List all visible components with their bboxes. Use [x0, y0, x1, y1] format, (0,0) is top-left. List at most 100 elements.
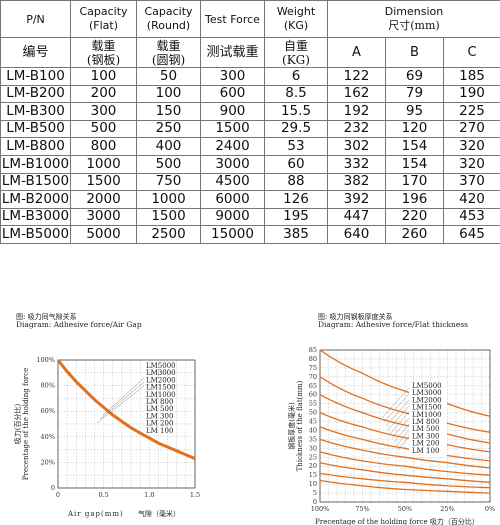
y-tick-label: 100% [36, 356, 55, 364]
cell-pn: LM-B800 [0, 137, 71, 156]
cell-weight: 385 [264, 225, 328, 244]
legend-leader [381, 387, 410, 419]
legend-label: LM 800 [146, 398, 173, 406]
cell-round: 1500 [136, 207, 201, 227]
series-line [319, 472, 491, 489]
series-line [319, 376, 491, 433]
cell-weight: 8.5 [264, 84, 328, 104]
legend-label: LM5000 [146, 362, 176, 370]
cell-flat: 2000 [70, 190, 137, 209]
left-chart: 0 20% 40% 60% 80% 100% 0 0.5 1.0 1.5 LM5000 LM3000 L… [0, 330, 225, 525]
y-tick-label: 35 [309, 435, 317, 443]
y-tick-label: 0 [51, 484, 55, 492]
legend-label: LM 500 [146, 405, 173, 413]
series-line [319, 479, 491, 494]
series-line [319, 412, 491, 453]
cell-test: 15000 [200, 225, 265, 244]
cell-round: 500 [136, 154, 201, 174]
cell-a: 162 [327, 84, 386, 104]
y-tick-label: 40 [309, 426, 317, 434]
legend-label: LM5000 [412, 382, 442, 390]
series-line [56, 359, 196, 460]
cell-b: 154 [385, 137, 444, 156]
cell-test: 900 [200, 102, 265, 121]
y-axis-label-en: Precentage of the holding force [22, 368, 30, 480]
cell-a: 382 [327, 172, 386, 192]
y-tick-label: 40% [41, 433, 55, 441]
left-caption-en: Diagram: Adhesive force/Air Gap [16, 320, 142, 329]
cell-round: 750 [136, 172, 201, 192]
y-tick-label: 60% [41, 407, 55, 415]
right-caption-en: Diagram: Adhesive force/Flat thickness [318, 320, 469, 329]
header-row: P/N Capacity (Flat) Capacity (Round) Test … [0, 0, 500, 38]
cell-a: 392 [327, 190, 386, 209]
cell-c: 320 [443, 137, 500, 156]
y-tick-label: 80% [41, 382, 55, 390]
legend-label: LM2000 [146, 376, 176, 384]
plot-frame [57, 359, 196, 489]
cell-pn: LM-B200 [0, 84, 71, 104]
cell-a: 640 [327, 225, 386, 244]
cell-pn: LM-B3000 [0, 207, 71, 227]
cell-a: 302 [327, 137, 386, 156]
cell-pn: LM-B1500 [0, 172, 71, 192]
cell-test: 2400 [200, 137, 265, 156]
cell-b: 69 [385, 67, 444, 86]
x-tick-label: 0 [56, 491, 60, 499]
cell-c: 190 [443, 84, 500, 104]
left-caption-cn: 图: 吸力同气隙关系 [16, 313, 77, 321]
spec-table: P/N Capacity (Flat) Capacity (Round) Test … [0, 0, 500, 244]
cell-pn: LM-B2000 [0, 190, 71, 209]
cell-flat: 1500 [70, 172, 137, 192]
cell-b: 120 [385, 119, 444, 139]
cell-test: 6000 [200, 190, 265, 209]
legend-leader [393, 423, 410, 443]
table-row: LM-B1500 1500 750 4500 88 382 170 370 [0, 172, 500, 192]
y-axis-label-cn: 钢板厚度(毫米) [287, 402, 296, 450]
legend-label: LM 100 [146, 427, 173, 435]
header-pn: P/N [0, 0, 71, 38]
cell-b: 154 [385, 154, 444, 174]
cell-pn: LM-B1000 [0, 154, 71, 174]
cell-c: 453 [443, 207, 500, 227]
cell-c: 420 [443, 190, 500, 209]
cell-a: 332 [327, 154, 386, 174]
legend-label: LM 200 [146, 420, 173, 428]
cell-b: 79 [385, 84, 444, 104]
x-tick-label: 50% [398, 505, 412, 513]
subheader-cap-flat: 载重 (钢板) [70, 37, 137, 68]
cell-weight: 6 [264, 67, 328, 86]
y-tick-label: 5 [313, 489, 317, 497]
legend-label: LM1000 [412, 411, 442, 419]
cell-c: 645 [443, 225, 500, 244]
cell-flat: 100 [70, 67, 137, 86]
y-tick-label: 50 [309, 409, 317, 417]
cell-flat: 500 [70, 119, 137, 139]
legend-label: LM1500 [146, 384, 176, 392]
subheader-cap-round: 载重 (圆钢) [136, 37, 201, 68]
y-tick-label: 55 [309, 400, 317, 408]
cell-flat: 3000 [70, 207, 137, 227]
cell-test: 600 [200, 84, 265, 104]
cell-flat: 5000 [70, 225, 137, 244]
y-tick-label: 45 [309, 418, 317, 426]
cell-test: 1500 [200, 119, 265, 139]
table-row: LM-B3000 3000 1500 9000 195 447 220 453 [0, 207, 500, 227]
cell-pn: LM-B300 [0, 102, 71, 121]
y-tick-label: 65 [309, 382, 317, 390]
subheader-a: A [327, 37, 386, 68]
legend-box [409, 381, 447, 456]
legend-label: LM 300 [146, 412, 173, 420]
y-axis-label-cn: 吸力(百分比) [13, 404, 22, 445]
series-line [319, 349, 491, 417]
y-tick-label: 10 [309, 480, 317, 488]
x-axis-label: Precentage of the holding force 吸力（百分比） [315, 517, 479, 525]
y-tick-label: 85 [309, 346, 317, 354]
legend-leader [395, 429, 410, 447]
legend-leader [99, 381, 145, 420]
subheader-test-force: 测试载重 [200, 37, 265, 68]
table-row: LM-B300 300 150 900 15.5 192 95 225 [0, 102, 500, 121]
y-tick-label: 75 [309, 364, 317, 372]
cell-b: 260 [385, 225, 444, 244]
cell-a: 232 [327, 119, 386, 139]
